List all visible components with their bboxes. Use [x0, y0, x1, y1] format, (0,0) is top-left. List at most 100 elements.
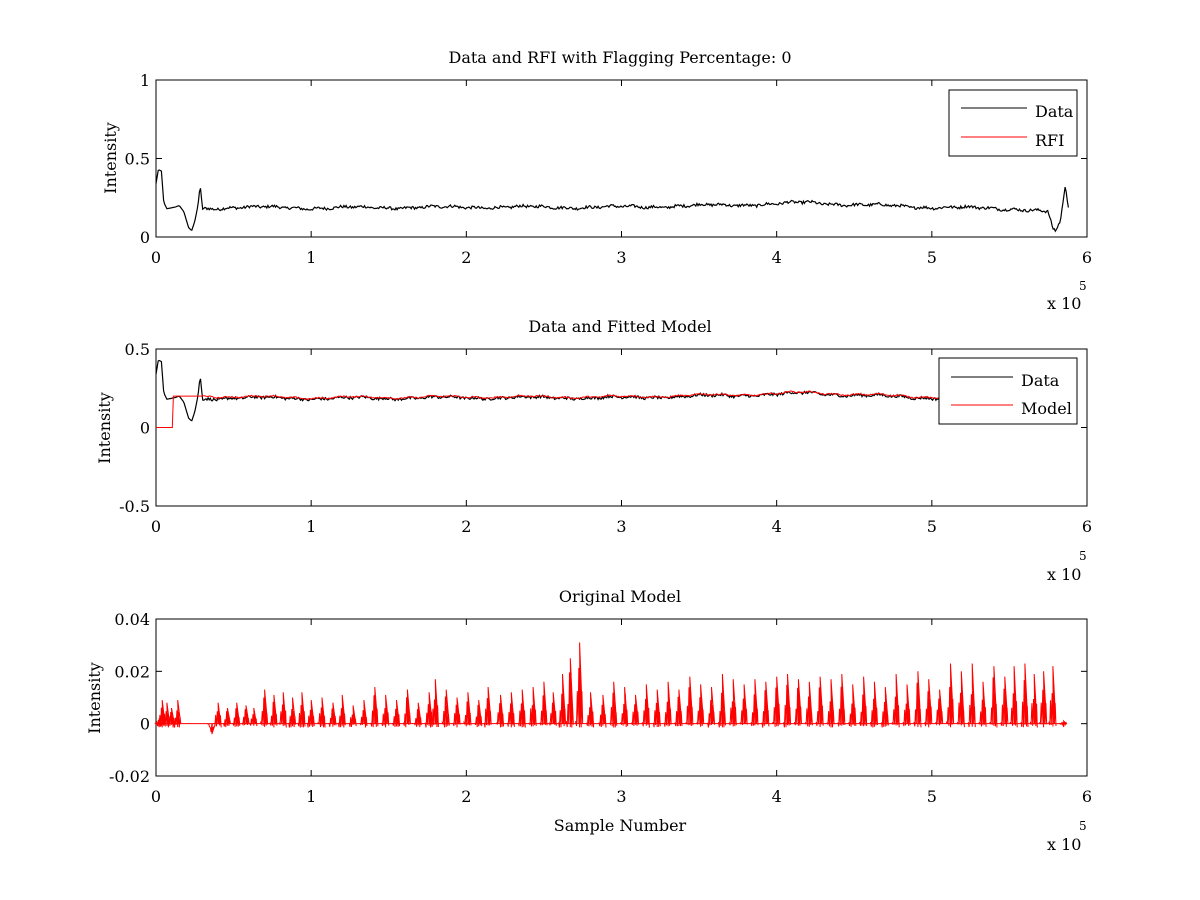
- series-spike: [880, 686, 889, 728]
- y-axis-label: Intensity: [85, 662, 104, 734]
- series-spike: [381, 694, 390, 728]
- series-spike: [815, 676, 824, 728]
- series-spike: [306, 700, 315, 728]
- x-tick-label: 0: [151, 248, 161, 267]
- x-tick-label: 1: [306, 517, 316, 536]
- series-spike: [837, 673, 846, 727]
- y-tick-label: 0.02: [114, 662, 150, 681]
- series-spike: [403, 689, 411, 728]
- series-spike: [1039, 671, 1048, 728]
- series-spike: [370, 686, 379, 728]
- series-spike: [517, 689, 526, 728]
- x-multiplier-exponent: 5: [1079, 819, 1087, 833]
- x-multiplier-exponent: 5: [1079, 549, 1087, 563]
- series-spike: [162, 702, 171, 728]
- x-multiplier-label: x 10: [1047, 294, 1081, 313]
- series-spike: [870, 681, 878, 728]
- x-tick-label: 4: [772, 517, 782, 536]
- y-tick-label: 1: [140, 71, 150, 90]
- x-tick-label: 6: [1082, 248, 1092, 267]
- series-spike: [804, 681, 813, 727]
- y-tick-label: 0.04: [114, 610, 150, 629]
- series-spike: [249, 707, 258, 727]
- series-spike: [558, 673, 567, 728]
- panel-original-model: Original Model Intensity Sample Number x…: [85, 587, 1092, 854]
- plot-area: 0 1 2 3 4 5 6 0 0.5 1: [125, 71, 1093, 267]
- x-tick-label: 6: [1082, 787, 1092, 806]
- x-tick-label: 3: [616, 517, 626, 536]
- series-spike: [317, 697, 326, 728]
- series-spike: [565, 658, 574, 728]
- y-tick-label: 0.5: [125, 340, 150, 359]
- series-spike: [609, 681, 618, 728]
- series-spike: [269, 694, 278, 728]
- series-spike: [967, 663, 976, 728]
- series-spike: [1059, 719, 1068, 728]
- series-spike: [348, 705, 357, 728]
- series-spike: [586, 692, 595, 728]
- series-line-data: [155, 169, 1069, 233]
- series-spike: [392, 700, 401, 728]
- series-spike: [685, 676, 694, 727]
- series-spike: [728, 679, 737, 727]
- series-spike: [1020, 663, 1029, 728]
- x-tick-label: 1: [306, 248, 316, 267]
- x-tick-label: 5: [927, 248, 937, 267]
- series-spike: [891, 673, 900, 728]
- series-spike: [297, 692, 306, 728]
- series-spike: [539, 681, 548, 726]
- series-spike: [978, 681, 987, 727]
- series-spike: [173, 700, 182, 728]
- series-spike: [750, 679, 759, 727]
- series-spike: [902, 684, 911, 727]
- y-axis-label: Intensity: [101, 122, 120, 194]
- series-spike: [337, 694, 346, 728]
- x-tick-label: 5: [927, 787, 937, 806]
- x-tick-label: 6: [1082, 517, 1092, 536]
- x-axis-label: Sample Number: [554, 816, 687, 835]
- series-spike: [548, 692, 557, 726]
- series-spike: [956, 671, 965, 728]
- legend: Data RFI: [948, 89, 1078, 157]
- series-spike: [859, 676, 868, 727]
- series-spike: [288, 697, 297, 728]
- plot-area: 0 1 2 3 4 5 6-0.500.5: [119, 340, 1092, 536]
- series-spike: [652, 689, 661, 728]
- y-tick-label: -0.5: [119, 497, 150, 516]
- x-tick-label: 4: [772, 248, 782, 267]
- x-tick-label: 4: [772, 787, 782, 806]
- x-tick-label: 0: [151, 787, 161, 806]
- series-spike: [328, 702, 337, 727]
- series-spike: [913, 671, 922, 728]
- series-spike: [826, 679, 835, 728]
- x-tick-label: 3: [616, 248, 626, 267]
- series-spike: [663, 681, 672, 727]
- series-spike: [641, 684, 650, 728]
- series-spike: [946, 663, 955, 728]
- series-spike: [739, 684, 748, 726]
- legend-entry-data: Data: [1035, 102, 1074, 121]
- series-spike: [924, 679, 933, 728]
- legend-box: [948, 89, 1078, 157]
- series-spike: [1048, 666, 1057, 727]
- x-tick-label: 2: [461, 248, 471, 267]
- series-spike: [260, 689, 269, 727]
- legend-box: [938, 357, 1078, 425]
- series-spike: [413, 702, 422, 728]
- series-spike: [441, 689, 450, 728]
- x-tick-label: 2: [461, 517, 471, 536]
- legend-entry-model: Model: [1021, 399, 1072, 418]
- series-spike: [507, 692, 515, 728]
- x-tick-label: 1: [306, 787, 316, 806]
- series-spike: [241, 705, 250, 727]
- panel-title: Original Model: [559, 587, 681, 606]
- series-spike: [696, 684, 705, 727]
- y-tick-label: 0: [140, 419, 150, 438]
- series-spike: [783, 673, 792, 728]
- series-spike: [761, 681, 770, 728]
- series-spike: [772, 676, 781, 727]
- series-spike: [1000, 676, 1009, 727]
- series-spike: [359, 700, 368, 728]
